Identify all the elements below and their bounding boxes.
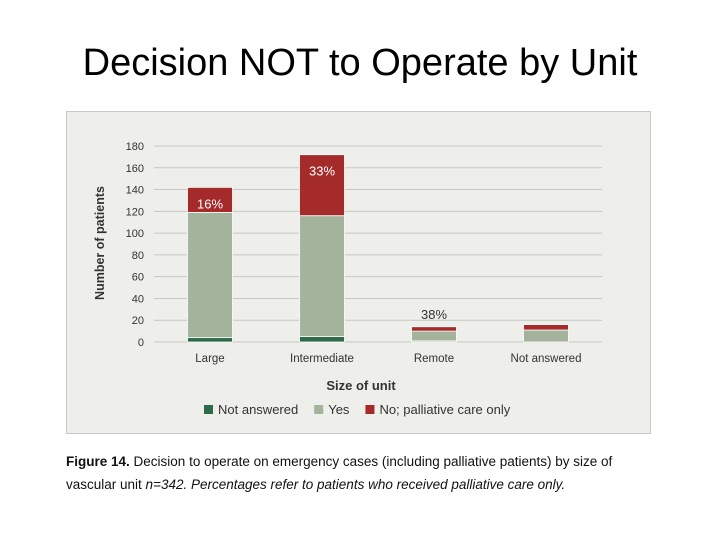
legend-label: No; palliative care only	[379, 402, 510, 417]
y-tick-labels: 0 20 40 60 80 100 120 140 160 180	[126, 141, 144, 349]
bar-segment-no-palliative-care-only	[411, 326, 457, 332]
y-tick-label: 140	[126, 185, 144, 197]
x-tick-label: Large	[195, 353, 224, 365]
caption-label: Figure 14.	[66, 454, 130, 469]
legend-label: Yes	[328, 402, 350, 417]
bar-segment-no-palliative-care-only	[187, 186, 233, 213]
legend-swatch	[204, 405, 213, 414]
y-tick-label: 60	[132, 272, 144, 284]
caption-text: Decision to operate on emergency cases (…	[133, 454, 613, 469]
y-tick-label: 120	[126, 206, 144, 218]
bar-percent-label: 33%	[309, 164, 335, 179]
bar-chart: 0 20 40 60 80 100 120 140 160 180 Large Intermedia…	[93, 141, 602, 417]
y-tick-label: 100	[126, 228, 144, 240]
y-tick-label: 0	[138, 337, 144, 349]
legend-label: Not answered	[218, 402, 298, 417]
bars	[187, 154, 569, 343]
caption-n: n=342.	[145, 477, 188, 492]
bar-segment-yes	[523, 329, 569, 343]
legend-swatch	[365, 405, 375, 414]
y-tick-label: 180	[126, 141, 144, 153]
y-axis-label: Number of patients	[93, 186, 107, 300]
caption-italic: Percentages refer to patients who receiv…	[187, 477, 566, 492]
bar-labels: 16% 33% 38%	[197, 164, 447, 322]
legend: Not answered Yes No; palliative care only	[204, 402, 511, 417]
chart-figure: 0 20 40 60 80 100 120 140 160 180 Large Intermedia…	[66, 111, 651, 434]
legend-swatch	[314, 405, 324, 414]
bar-percent-label: 16%	[197, 196, 223, 211]
bar-percent-label: 38%	[421, 307, 447, 322]
bar-segment-yes	[299, 215, 345, 337]
x-axis-label: Size of unit	[326, 378, 396, 393]
bar-segment-no-palliative-care-only	[299, 154, 345, 217]
y-tick-label: 40	[132, 293, 144, 305]
bar-segment-yes	[187, 212, 233, 339]
x-tick-label: Not answered	[511, 353, 582, 365]
y-tick-label: 20	[132, 315, 144, 327]
x-tick-label: Intermediate	[290, 353, 354, 365]
bar-segment-not-answered	[187, 337, 233, 343]
bar-segment-not-answered	[299, 336, 345, 343]
x-tick-label: Remote	[414, 353, 454, 365]
y-tick-label: 160	[126, 163, 144, 175]
bar-segment-no-palliative-care-only	[523, 324, 569, 331]
figure-caption: Figure 14. Decision to operate on emerge…	[66, 450, 666, 496]
x-tick-labels: Large Intermediate Remote Not answered	[195, 353, 581, 365]
bar-segment-yes	[411, 330, 457, 342]
caption-text-line2: vascular unit	[66, 477, 146, 492]
slide-title: Decision NOT to Operate by Unit	[82, 42, 638, 84]
y-tick-label: 80	[132, 250, 144, 262]
